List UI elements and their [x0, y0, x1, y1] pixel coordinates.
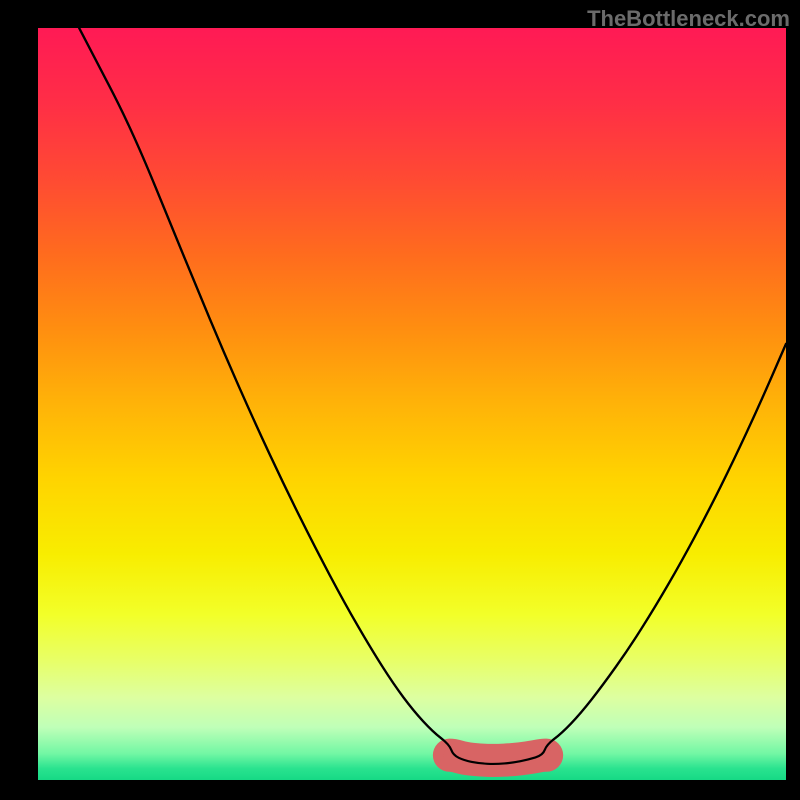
gradient-background: [38, 28, 786, 780]
chart-frame: TheBottleneck.com: [0, 0, 800, 800]
floor-node-right: [541, 749, 553, 761]
plot-area: [38, 28, 786, 780]
watermark-text: TheBottleneck.com: [587, 6, 790, 32]
chart-svg: [38, 28, 786, 780]
